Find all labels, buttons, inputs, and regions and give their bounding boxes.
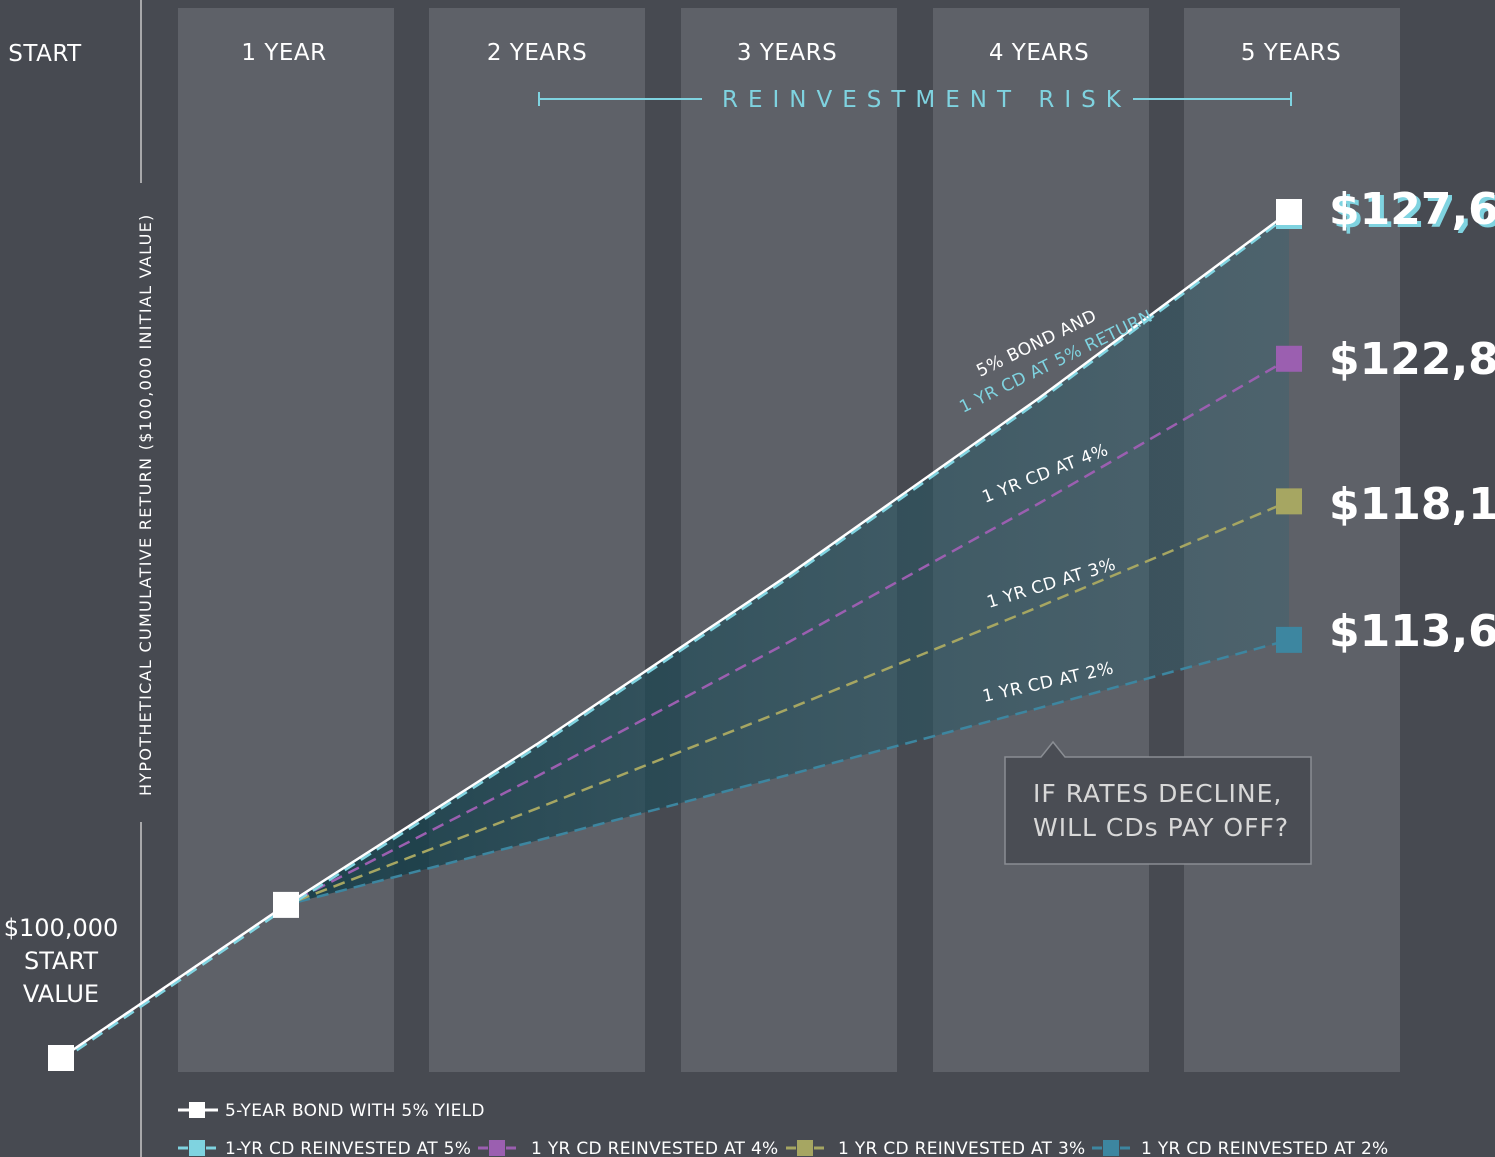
series-lines [60, 210, 1290, 1063]
legend-item: 1-YR CD REINVESTED AT 5% [178, 1139, 471, 1157]
x-tick-label: 4 YEARS [989, 40, 1089, 66]
series-line-bond [60, 210, 1290, 1060]
legend-label: 5-YEAR BOND WITH 5% YIELD [225, 1101, 485, 1121]
legend-item: 1 YR CD REINVESTED AT 3% [786, 1139, 1086, 1157]
legend-swatch-marker [797, 1140, 813, 1156]
legend-swatch-marker [189, 1102, 205, 1118]
end-value-label: $113,655 [1329, 606, 1495, 657]
x-tick-label: 2 YEARS [487, 40, 587, 66]
callout-line1: IF RATES DECLINE, [1033, 779, 1282, 808]
x-tick-label: 5 YEARS [1241, 40, 1341, 66]
end-marker-cd2 [1276, 626, 1302, 653]
start-value-word: START [24, 947, 98, 975]
end-value-label: $118,178 [1329, 479, 1495, 530]
series-line-cd2 [60, 638, 1290, 1060]
legend-label: 1-YR CD REINVESTED AT 5% [225, 1139, 471, 1157]
legend-swatch-marker [1103, 1140, 1119, 1156]
end-value-label: $122,835 [1329, 334, 1495, 385]
start-value-word2: VALUE [23, 980, 99, 1008]
reinvestment-risk-label: REINVESTMENT RISK [722, 87, 1131, 113]
legend: 5-YEAR BOND WITH 5% YIELD 1-YR CD REINVE… [178, 1101, 1389, 1157]
year-column [429, 8, 645, 1072]
callout-line2: WILL CDs PAY OFF? [1033, 813, 1289, 842]
x-tick-label: 1 YEAR [241, 40, 326, 66]
legend-item: 1 YR CD REINVESTED AT 2% [1092, 1139, 1389, 1157]
x-tick-label: START [8, 41, 82, 67]
y-axis-title: HYPOTHETICAL CUMULATIVE RETURN ($100,000… [136, 213, 155, 796]
x-tick-label: 3 YEARS [737, 40, 837, 66]
end-value-label-shadow: $127,628 [1333, 187, 1495, 238]
callout-shape [1004, 740, 1312, 865]
end-marker-cd4 [1276, 345, 1302, 372]
start-value-amount: $100,000 [4, 914, 119, 942]
end-marker-cd3 [1276, 488, 1302, 515]
legend-swatch-marker [189, 1140, 205, 1156]
legend-label: 1 YR CD REINVESTED AT 4% [531, 1139, 779, 1157]
series-line-cd3 [60, 500, 1290, 1060]
x-tick-labels: START 1 YEAR 2 YEARS 3 YEARS 4 YEARS 5 Y… [8, 40, 1341, 67]
year1-marker [273, 891, 299, 918]
start-value-label: $100,000 START VALUE [4, 914, 119, 1008]
end-value-label: $127,628 [1329, 184, 1495, 235]
risk-fan-area [286, 212, 1289, 905]
callout-box: IF RATES DECLINE, WILL CDs PAY OFF? [1004, 740, 1312, 865]
legend-item: 5-YEAR BOND WITH 5% YIELD [178, 1101, 485, 1121]
end-marker-bond [1276, 199, 1302, 225]
legend-swatch-marker [489, 1140, 505, 1156]
legend-label: 1 YR CD REINVESTED AT 3% [838, 1139, 1086, 1157]
series-markers [48, 199, 1302, 1071]
start-marker [48, 1045, 74, 1071]
legend-label: 1 YR CD REINVESTED AT 2% [1141, 1139, 1389, 1157]
legend-item: 1 YR CD REINVESTED AT 4% [478, 1139, 779, 1157]
reinvestment-risk-bracket: REINVESTMENT RISK [538, 87, 1292, 113]
end-value-labels: $127,628 $127,628 $122,835 $118,178 $113… [1329, 184, 1495, 657]
